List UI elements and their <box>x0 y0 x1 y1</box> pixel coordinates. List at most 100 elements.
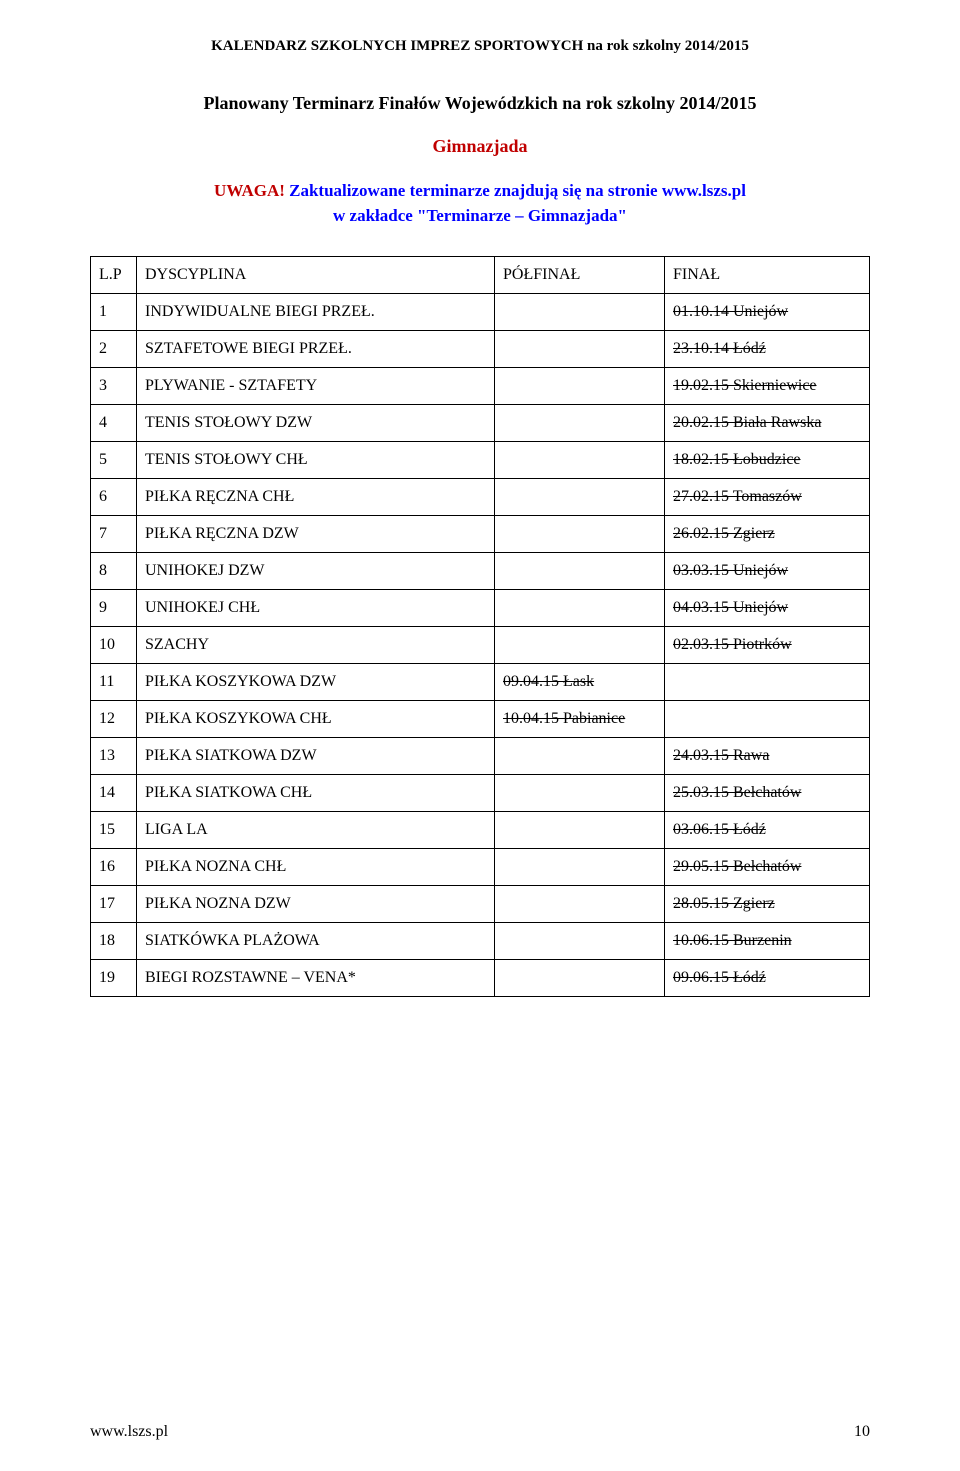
cell-semifinal: 09.04.15 Łask <box>495 664 665 701</box>
cell-semifinal <box>495 849 665 886</box>
final-date: 04.03.15 Uniejów <box>673 599 788 616</box>
cell-final: 04.03.15 Uniejów <box>665 590 870 627</box>
th-semifinal: PÓŁFINAŁ <box>495 257 665 294</box>
cell-discipline: PIŁKA SIATKOWA DZW <box>137 738 495 775</box>
cell-semifinal <box>495 960 665 997</box>
cell-lp: 11 <box>91 664 137 701</box>
table-row: 10SZACHY 02.03.15 Piotrków <box>91 627 870 664</box>
cell-lp: 13 <box>91 738 137 775</box>
th-discipline: DYSCYPLINA <box>137 257 495 294</box>
cell-discipline: SIATKÓWKA PLAŻOWA <box>137 923 495 960</box>
semifinal-date: 09.04.15 Łask <box>503 673 594 690</box>
footer-website: www.lszs.pl <box>90 1423 168 1441</box>
notice-prefix: UWAGA! <box>214 181 285 200</box>
cell-semifinal <box>495 923 665 960</box>
table-row: 9UNIHOKEJ CHŁ04.03.15 Uniejów <box>91 590 870 627</box>
page-footer: www.lszs.pl 10 <box>90 1423 870 1441</box>
cell-semifinal <box>495 775 665 812</box>
schedule-table: L.P DYSCYPLINA PÓŁFINAŁ FINAŁ 1INDYWIDUA… <box>90 256 870 997</box>
final-date: 25.03.15 Bełchatów <box>673 784 801 801</box>
cell-final: 24.03.15 Rawa <box>665 738 870 775</box>
table-row: 16PIŁKA NOZNA CHŁ29.05.15 Bełchatów <box>91 849 870 886</box>
cell-semifinal <box>495 368 665 405</box>
table-row: 8UNIHOKEJ DZW03.03.15 Uniejów <box>91 553 870 590</box>
cell-lp: 18 <box>91 923 137 960</box>
final-date: 27.02.15 Tomaszów <box>673 488 802 505</box>
cell-final: 25.03.15 Bełchatów <box>665 775 870 812</box>
page-subtitle: Gimnazjada <box>90 136 870 157</box>
cell-semifinal <box>495 442 665 479</box>
cell-discipline: LIGA LA <box>137 812 495 849</box>
cell-lp: 8 <box>91 553 137 590</box>
cell-discipline: SZACHY <box>137 627 495 664</box>
cell-final: 26.02.15 Zgierz <box>665 516 870 553</box>
cell-discipline: PIŁKA SIATKOWA CHŁ <box>137 775 495 812</box>
final-date: 20.02.15 Biała Rawska <box>673 414 821 431</box>
cell-semifinal <box>495 331 665 368</box>
cell-discipline: SZTAFETOWE BIEGI PRZEŁ. <box>137 331 495 368</box>
cell-semifinal <box>495 886 665 923</box>
notice-line2: w zakładce "Terminarze – Gimnazjada" <box>333 206 627 225</box>
table-row: 5TENIS STOŁOWY CHŁ 18.02.15 Łobudzice <box>91 442 870 479</box>
th-lp: L.P <box>91 257 137 294</box>
final-date: 28.05.15 Zgierz <box>673 895 775 912</box>
cell-lp: 6 <box>91 479 137 516</box>
cell-final: 27.02.15 Tomaszów <box>665 479 870 516</box>
cell-final: 18.02.15 Łobudzice <box>665 442 870 479</box>
final-date: 23.10.14 Łódź <box>673 340 766 357</box>
cell-final: 29.05.15 Bełchatów <box>665 849 870 886</box>
cell-discipline: PLYWANIE - SZTAFETY <box>137 368 495 405</box>
cell-lp: 5 <box>91 442 137 479</box>
cell-final: 01.10.14 Uniejów <box>665 294 870 331</box>
cell-lp: 12 <box>91 701 137 738</box>
final-date: 03.06.15 Łódź <box>673 821 766 838</box>
table-row: 15LIGA LA 03.06.15 Łódź <box>91 812 870 849</box>
subtitle-text: Gimnazjada <box>432 136 527 156</box>
table-row: 18SIATKÓWKA PLAŻOWA 10.06.15 Burzenin <box>91 923 870 960</box>
final-date: 10.06.15 Burzenin <box>673 932 792 949</box>
cell-discipline: PIŁKA NOZNA DZW <box>137 886 495 923</box>
semifinal-date: 10.04.15 Pabianice <box>503 710 625 727</box>
cell-discipline: PIŁKA RĘCZNA CHŁ <box>137 479 495 516</box>
cell-lp: 4 <box>91 405 137 442</box>
cell-final: 19.02.15 Skierniewice <box>665 368 870 405</box>
table-row: 1INDYWIDUALNE BIEGI PRZEŁ.01.10.14 Uniej… <box>91 294 870 331</box>
table-row: 2SZTAFETOWE BIEGI PRZEŁ. 23.10.14 Łódź <box>91 331 870 368</box>
table-row: 12PIŁKA KOSZYKOWA CHŁ10.04.15 Pabianice <box>91 701 870 738</box>
final-date: 19.02.15 Skierniewice <box>673 377 817 394</box>
cell-final: 03.06.15 Łódź <box>665 812 870 849</box>
table-row: 17PIŁKA NOZNA DZW28.05.15 Zgierz <box>91 886 870 923</box>
cell-discipline: PIŁKA RĘCZNA DZW <box>137 516 495 553</box>
final-date: 26.02.15 Zgierz <box>673 525 775 542</box>
cell-final: 23.10.14 Łódź <box>665 331 870 368</box>
footer-page-number: 10 <box>854 1423 870 1441</box>
cell-lp: 14 <box>91 775 137 812</box>
final-date: 01.10.14 Uniejów <box>673 303 788 320</box>
cell-lp: 2 <box>91 331 137 368</box>
notice-line1: Zaktualizowane terminarze znajdują się n… <box>285 181 746 200</box>
cell-semifinal: 10.04.15 Pabianice <box>495 701 665 738</box>
cell-semifinal <box>495 479 665 516</box>
cell-semifinal <box>495 553 665 590</box>
cell-lp: 15 <box>91 812 137 849</box>
cell-final: 02.03.15 Piotrków <box>665 627 870 664</box>
cell-lp: 10 <box>91 627 137 664</box>
cell-discipline: TENIS STOŁOWY CHŁ <box>137 442 495 479</box>
cell-final: 10.06.15 Burzenin <box>665 923 870 960</box>
table-row: 11PIŁKA KOSZYKOWA DZW09.04.15 Łask <box>91 664 870 701</box>
cell-final: 09.06.15 Łódź <box>665 960 870 997</box>
final-date: 18.02.15 Łobudzice <box>673 451 801 468</box>
cell-semifinal <box>495 738 665 775</box>
cell-semifinal <box>495 294 665 331</box>
table-row: 19BIEGI ROZSTAWNE – VENA*09.06.15 Łódź <box>91 960 870 997</box>
cell-final: 20.02.15 Biała Rawska <box>665 405 870 442</box>
cell-discipline: UNIHOKEJ CHŁ <box>137 590 495 627</box>
table-row: 13PIŁKA SIATKOWA DZW 24.03.15 Rawa <box>91 738 870 775</box>
final-date: 02.03.15 Piotrków <box>673 636 792 653</box>
th-final: FINAŁ <box>665 257 870 294</box>
table-row: 14PIŁKA SIATKOWA CHŁ 25.03.15 Bełchatów <box>91 775 870 812</box>
final-date: 03.03.15 Uniejów <box>673 562 788 579</box>
cell-final: 03.03.15 Uniejów <box>665 553 870 590</box>
cell-final <box>665 664 870 701</box>
page: KALENDARZ SZKOLNYCH IMPREZ SPORTOWYCH na… <box>0 0 960 1471</box>
